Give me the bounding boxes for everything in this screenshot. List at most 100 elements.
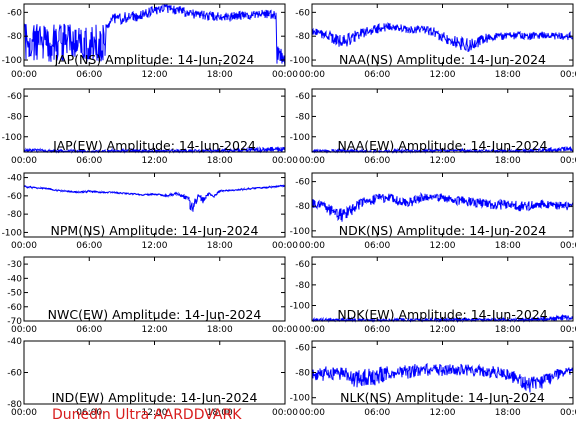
y-tick-label: -60: [295, 343, 310, 353]
x-tick-label: 12:00: [430, 325, 456, 335]
y-tick-label: -60: [7, 8, 22, 18]
x-tick-label: 06:00: [76, 325, 102, 335]
x-tick-label: 00:00: [272, 70, 298, 80]
x-tick-label: 00:00: [560, 70, 576, 80]
chart-panel-4: 00:00 06:00 12:00 18:00 00:00 -100 -80 -60 NAA(E…: [290, 88, 576, 166]
x-tick-label: 00:00: [11, 325, 37, 335]
x-tick-label: 00:00: [272, 241, 298, 251]
x-tick-label: 12:00: [142, 241, 168, 251]
x-tick-label: 00:00: [560, 408, 576, 418]
x-tick-label: 00:00: [299, 156, 325, 166]
x-tick-label: 06:00: [364, 70, 390, 80]
x-tick-label: 00:00: [299, 408, 325, 418]
chart-title: NAA(NS) Amplitude: 14-Jun-2024: [339, 52, 546, 67]
y-tick-label: -50: [7, 289, 22, 299]
x-tick-label: 18:00: [495, 70, 521, 80]
amplitude-trace: [23, 3, 286, 67]
x-tick-label: 00:00: [11, 156, 37, 166]
y-tick-label: -70: [7, 317, 22, 327]
x-tick-label: 00:00: [272, 156, 298, 166]
chart-panel-5: 00:00 06:00 12:00 18:00 00:00 -100 -80 -60 -40 NP…: [2, 172, 298, 251]
y-tick-label: -100: [290, 133, 311, 143]
x-tick-label: 18:00: [207, 408, 233, 418]
chart-panel-8: 00:00 06:00 12:00 18:00 00:00 -100 -80 -60 NDK(E…: [290, 256, 576, 335]
x-tick-label: 18:00: [495, 408, 521, 418]
y-tick-label: -80: [7, 112, 22, 122]
x-tick-label: 00:00: [11, 70, 37, 80]
chart-panel-3: 00:00 06:00 12:00 18:00 00:00 -100 -80 -60 JAP(E…: [2, 88, 298, 166]
x-tick-label: 12:00: [142, 156, 168, 166]
x-tick-label: 12:00: [142, 325, 168, 335]
y-tick-label: -40: [7, 174, 22, 184]
y-tick-label: -100: [290, 56, 311, 66]
chart-title: JAP(EW) Amplitude: 14-Jun-2024: [52, 138, 256, 153]
x-tick-label: 00:00: [299, 325, 325, 335]
chart-title: JAP(NS) Amplitude: 14-Jun-2024: [54, 52, 255, 67]
x-tick-label: 12:00: [430, 408, 456, 418]
amplitude-trace: [311, 146, 574, 154]
x-tick-label: 18:00: [207, 325, 233, 335]
x-tick-label: 00:00: [560, 241, 576, 251]
x-tick-label: 06:00: [76, 156, 102, 166]
y-tick-label: -60: [7, 369, 22, 379]
y-tick-label: -60: [7, 303, 22, 313]
x-tick-label: 00:00: [11, 241, 37, 251]
x-tick-label: 18:00: [495, 156, 521, 166]
x-tick-label: 00:00: [560, 156, 576, 166]
x-tick-label: 00:00: [299, 241, 325, 251]
x-tick-label: 06:00: [364, 241, 390, 251]
x-tick-label: 18:00: [495, 325, 521, 335]
x-tick-label: 00:00: [560, 325, 576, 335]
footer-credit: Dunedin Ultra AARDDVARK: [52, 407, 242, 423]
amplitude-trace: [23, 184, 286, 212]
amplitude-trace: [311, 362, 574, 393]
x-tick-label: 00:00: [299, 70, 325, 80]
x-tick-label: 06:00: [364, 325, 390, 335]
y-tick-label: -100: [290, 302, 311, 312]
x-tick-label: 06:00: [364, 408, 390, 418]
x-tick-label: 06:00: [76, 408, 102, 418]
x-tick-label: 12:00: [430, 70, 456, 80]
chart-panel-2: 00:00 06:00 12:00 18:00 00:00 -100 -80 -60 NAA(N…: [290, 3, 576, 80]
y-tick-label: -100: [290, 227, 311, 237]
y-tick-label: -80: [295, 202, 310, 212]
y-tick-label: -60: [295, 178, 310, 188]
chart-panel-6: 00:00 06:00 12:00 18:00 00:00 -100 -80 -60 NDK(N…: [290, 172, 576, 251]
amplitude-trace: [311, 22, 574, 53]
y-tick-label: -80: [295, 32, 310, 42]
x-tick-label: 00:00: [272, 325, 298, 335]
x-tick-label: 18:00: [207, 156, 233, 166]
y-tick-label: -60: [295, 8, 310, 18]
y-tick-label: -80: [7, 400, 22, 410]
x-tick-label: 00:00: [11, 408, 37, 418]
chart-title: NWC(EW) Amplitude: 14-Jun-2024: [48, 307, 262, 322]
y-tick-label: -100: [2, 228, 23, 238]
chart-title: IND(EW) Amplitude: 14-Jun-2024: [52, 390, 258, 405]
y-tick-label: -30: [7, 260, 22, 270]
y-tick-label: -80: [295, 112, 310, 122]
y-tick-label: -40: [7, 274, 22, 284]
y-tick-label: -60: [7, 192, 22, 202]
y-tick-label: -80: [295, 281, 310, 291]
x-tick-label: 12:00: [430, 156, 456, 166]
chart-panel-10: 00:00 06:00 12:00 18:00 00:00 -100 -80 -60 NLK(N…: [290, 340, 576, 418]
chart-title: NDK(EW) Amplitude: 14-Jun-2024: [337, 307, 547, 322]
y-tick-label: -100: [290, 394, 311, 404]
chart-title: NAA(EW) Amplitude: 14-Jun-2024: [338, 138, 548, 153]
chart-title: NLK(NS) Amplitude: 14-Jun-2024: [340, 390, 545, 405]
x-tick-label: 06:00: [364, 156, 390, 166]
x-tick-label: 12:00: [142, 70, 168, 80]
x-tick-label: 18:00: [495, 241, 521, 251]
chart-title: NDK(NS) Amplitude: 14-Jun-2024: [339, 223, 546, 238]
chart-panel-1: 00:00 06:00 12:00 18:00 00:00 -100 -80 -60 JAP(N…: [2, 3, 298, 80]
x-tick-label: 00:00: [272, 408, 298, 418]
x-tick-label: 12:00: [142, 408, 168, 418]
y-tick-label: -100: [2, 56, 23, 66]
y-tick-label: -80: [7, 32, 22, 42]
y-tick-label: -40: [7, 337, 22, 347]
y-tick-label: -100: [2, 133, 23, 143]
x-tick-label: 18:00: [207, 241, 233, 251]
y-tick-label: -60: [295, 92, 310, 102]
chart-panel-9: 00:00 06:00 12:00 18:00 00:00-80-60-40IND(EW…: [7, 337, 298, 418]
